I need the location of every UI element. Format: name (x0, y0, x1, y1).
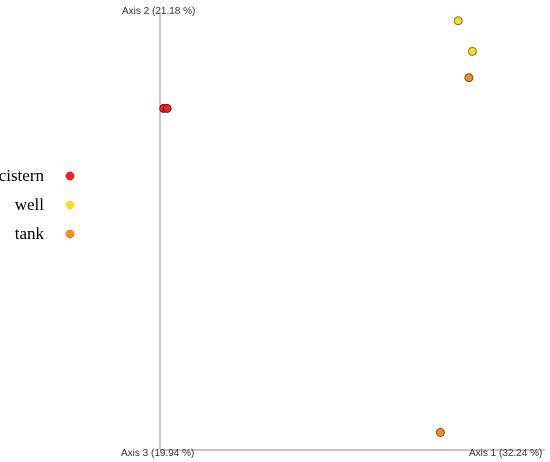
legend-label-tank: tank (15, 224, 45, 243)
data-point-tank-2 (435, 428, 445, 437)
data-point-well-1 (453, 16, 463, 26)
x-axis-label: Axis 1 (32.24 %) (469, 448, 542, 459)
legend-label-cistern: cistern (0, 166, 44, 185)
legend-marker-tank (65, 229, 75, 239)
axes: Axis 2 (21.18 %) Axis 3 (19.94 %) Axis 1… (121, 6, 545, 459)
y-axis-label: Axis 2 (21.18 %) (122, 6, 195, 17)
legend: cistern well tank (0, 166, 75, 243)
data-points (159, 16, 477, 437)
legend-marker-well (65, 200, 75, 210)
legend-marker-cistern (65, 171, 75, 181)
legend-label-well: well (15, 195, 45, 214)
z-axis-label: Axis 3 (19.94 %) (121, 448, 194, 459)
data-point-well-2 (467, 46, 477, 56)
data-point-tank-1 (464, 73, 474, 83)
data-point-cistern-2 (162, 103, 172, 113)
